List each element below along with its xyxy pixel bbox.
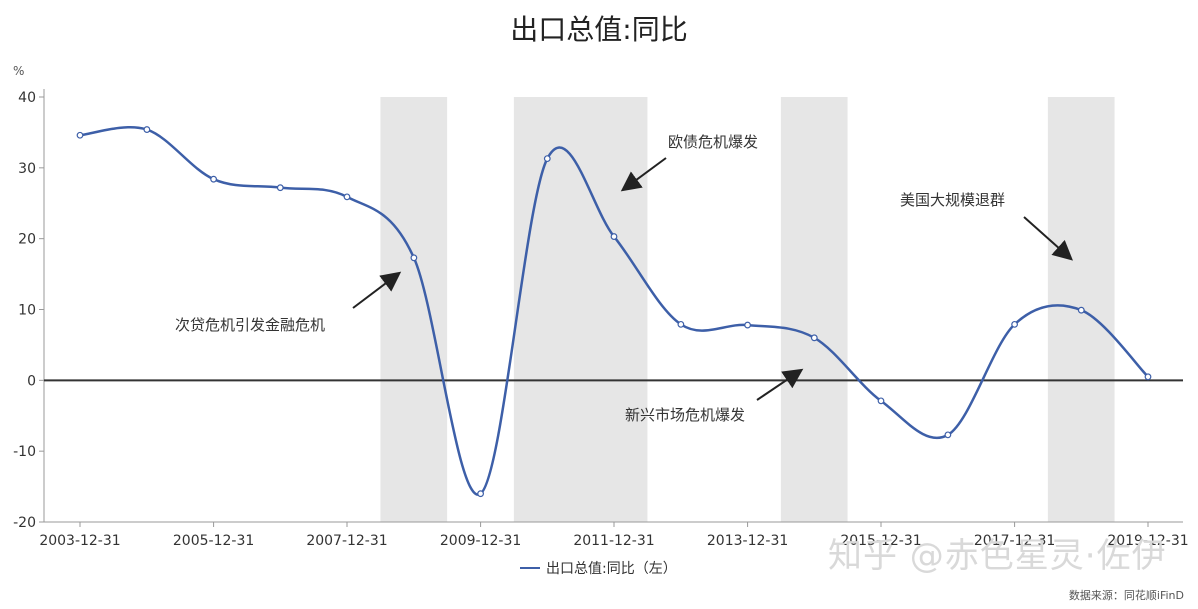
series-point-layer bbox=[76, 126, 1152, 498]
y-tick-label: 0 bbox=[27, 373, 36, 389]
data-point bbox=[677, 320, 685, 328]
y-tick-label: -20 bbox=[13, 515, 36, 531]
legend-swatch bbox=[520, 567, 540, 569]
y-tick-label: 10 bbox=[18, 303, 36, 319]
chart-title: 出口总值:同比 bbox=[510, 13, 688, 46]
y-tick-label: 40 bbox=[18, 90, 36, 106]
annotation-arrow-1 bbox=[620, 157, 667, 192]
data-point bbox=[1011, 320, 1018, 328]
data-point bbox=[744, 321, 751, 329]
data-point bbox=[276, 184, 284, 192]
annotation-label-0: 次贷危机引发金融危机 bbox=[175, 316, 325, 334]
shaded-period-2 bbox=[780, 97, 848, 522]
x-tick-label: 2011-12-31 bbox=[573, 533, 654, 549]
data-point bbox=[610, 233, 618, 240]
x-tick-label: 2007-12-31 bbox=[306, 533, 387, 549]
x-tick-label: 2015-12-31 bbox=[840, 533, 921, 549]
x-tick-label: 2009-12-31 bbox=[440, 533, 521, 549]
y-axis-unit: % bbox=[13, 64, 25, 78]
data-point bbox=[1144, 373, 1152, 381]
legend-label: 出口总值:同比（左） bbox=[546, 561, 677, 577]
y-tick-label: 20 bbox=[18, 232, 36, 248]
annotation-label-3: 新兴市场危机爆发 bbox=[625, 406, 745, 424]
data-point bbox=[1077, 306, 1085, 314]
annotation-label-1: 欧债危机爆发 bbox=[668, 133, 758, 151]
y-tick-label: -10 bbox=[13, 444, 36, 460]
shaded-periods bbox=[380, 97, 1115, 522]
data-point bbox=[343, 193, 351, 201]
x-tick-label: 2003-12-31 bbox=[39, 533, 120, 549]
data-point bbox=[210, 175, 217, 183]
data-point bbox=[410, 254, 418, 262]
data-point bbox=[76, 131, 84, 139]
annotation-arrow-2 bbox=[1023, 216, 1073, 261]
data-point bbox=[877, 397, 885, 405]
annotation-label-2: 美国大规模退群 bbox=[900, 191, 1005, 209]
data-point bbox=[543, 155, 551, 163]
data-point bbox=[143, 126, 151, 133]
watermark: 知乎 @赤色星灵·佐伊 bbox=[828, 536, 1167, 576]
data-point bbox=[810, 334, 818, 342]
x-tick-label: 2013-12-31 bbox=[707, 533, 788, 549]
x-tick-label: 2017-12-31 bbox=[974, 533, 1055, 549]
y-tick-label: 30 bbox=[18, 161, 36, 177]
legend: 出口总值:同比（左） bbox=[520, 558, 677, 578]
annotation-arrow-0 bbox=[352, 271, 402, 309]
annotation-arrow-3 bbox=[756, 368, 804, 401]
data-point bbox=[477, 490, 484, 498]
shaded-period-1 bbox=[513, 97, 648, 522]
data-source: 数据来源：同花顺iFinD bbox=[1068, 589, 1184, 602]
x-tick-label: 2019-12-31 bbox=[1107, 533, 1188, 549]
data-point bbox=[944, 431, 952, 439]
x-tick-label: 2005-12-31 bbox=[173, 533, 254, 549]
shaded-period-0 bbox=[380, 97, 448, 522]
